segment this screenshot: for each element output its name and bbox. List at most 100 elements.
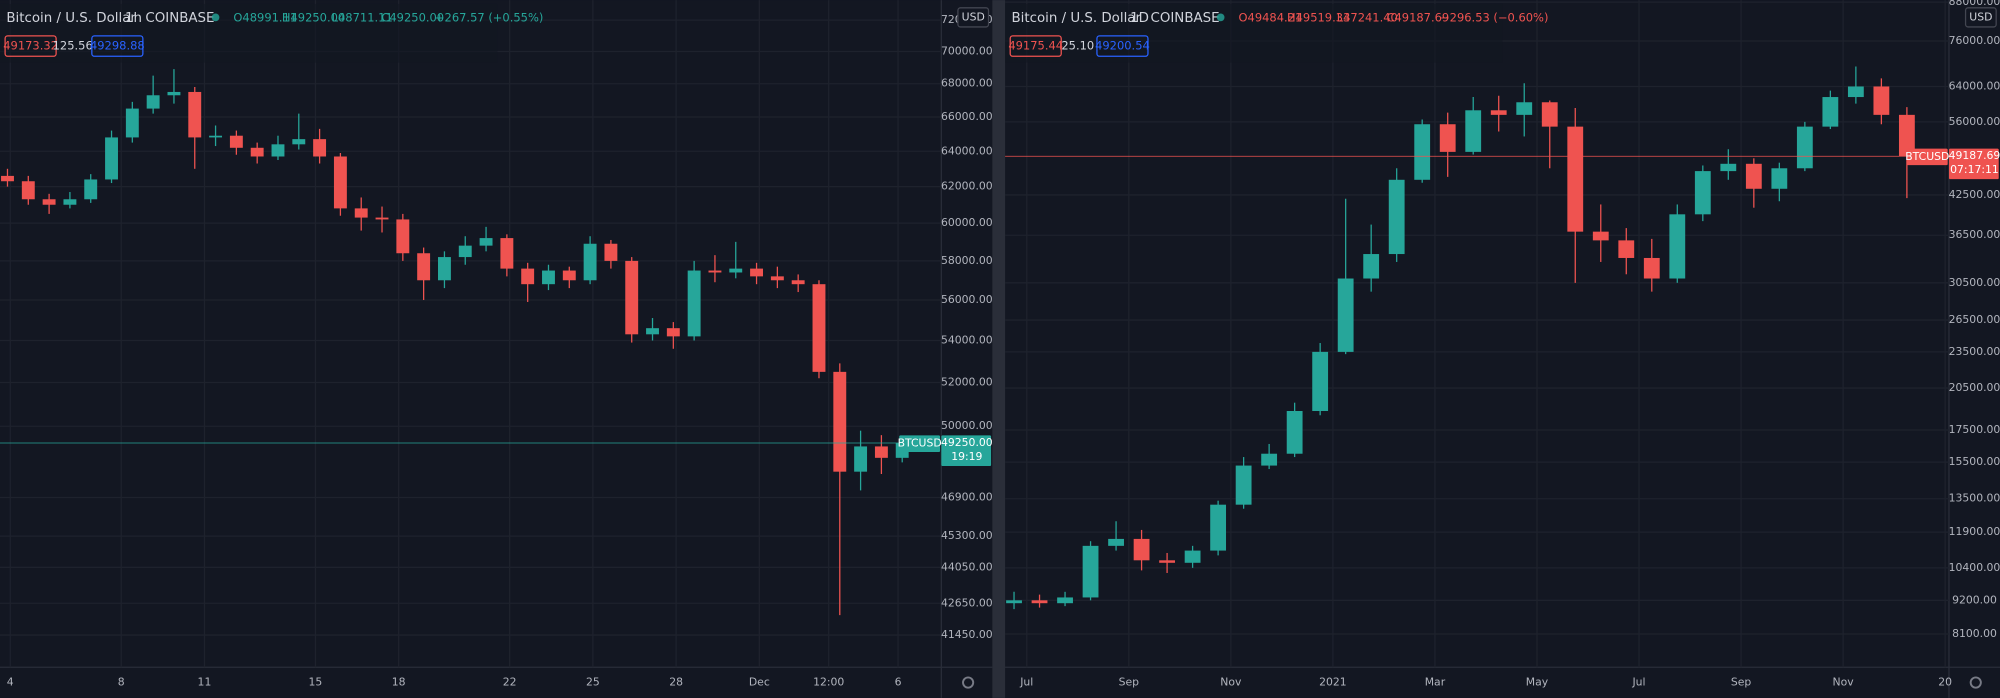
candle-body bbox=[1541, 102, 1558, 127]
ohlc-legend: L48711.11 bbox=[332, 11, 393, 25]
candle-body bbox=[188, 91, 202, 138]
ohlc-legend: O48991.11 bbox=[233, 11, 297, 25]
candle-body bbox=[1516, 102, 1533, 115]
y-tick-label: 66000.00 bbox=[941, 110, 993, 123]
y-tick-label: 9200.00 bbox=[1952, 593, 1997, 606]
candle-body bbox=[1388, 179, 1405, 255]
candle-body bbox=[562, 270, 576, 281]
status-dot bbox=[1216, 13, 1225, 22]
candle-body bbox=[1822, 97, 1839, 127]
x-tick-label: 4 bbox=[7, 676, 14, 689]
candle-body bbox=[1337, 278, 1354, 352]
exchange: COINBASE bbox=[1151, 11, 1220, 26]
candle-body bbox=[1, 175, 14, 182]
candle-body bbox=[1159, 560, 1175, 563]
candle-body bbox=[1669, 214, 1686, 279]
candle-body bbox=[1210, 504, 1227, 551]
candle-body bbox=[250, 147, 264, 157]
candle-body bbox=[666, 328, 680, 337]
candle-body bbox=[1618, 240, 1635, 258]
ohlc-legend: −296.53 (−0.60%) bbox=[1440, 11, 1548, 25]
candle-body bbox=[500, 238, 514, 269]
candles bbox=[1, 69, 909, 616]
y-tick-label: 20500.00 bbox=[1949, 381, 2000, 394]
x-tick-label: 11 bbox=[198, 676, 212, 689]
candle-body bbox=[1031, 600, 1048, 604]
y-tick-label: 42650.00 bbox=[941, 596, 993, 609]
candle-body bbox=[417, 253, 431, 281]
ohlc-legend: H49519.33 bbox=[1287, 11, 1350, 25]
y-tick-label: 58000.00 bbox=[941, 254, 993, 267]
candle-body bbox=[313, 139, 327, 157]
candle-body bbox=[583, 243, 597, 281]
candle-body bbox=[458, 245, 472, 258]
interval: 1D bbox=[1130, 11, 1149, 26]
candle-body bbox=[209, 135, 223, 138]
ohlc-legend: H49250.00 bbox=[282, 11, 345, 25]
ohlc-legend: O49484.21 bbox=[1239, 11, 1303, 25]
candle-body bbox=[1847, 86, 1864, 98]
candle-body bbox=[854, 446, 868, 472]
header-bg bbox=[0, 3, 498, 63]
candle-body bbox=[1567, 126, 1584, 232]
x-tick-label: 28 bbox=[669, 676, 683, 689]
currency-button[interactable] bbox=[1964, 7, 1997, 28]
y-tick-label: 60000.00 bbox=[941, 216, 993, 229]
quote-box[interactable] bbox=[1009, 35, 1062, 57]
candle-body bbox=[105, 137, 118, 180]
candles bbox=[1006, 66, 1915, 610]
candle-body bbox=[770, 276, 784, 281]
candle-body bbox=[1592, 231, 1609, 241]
x-tick-label: 20 bbox=[1938, 676, 1952, 689]
y-tick-label: 44050.00 bbox=[941, 560, 993, 573]
candle-body bbox=[167, 91, 181, 96]
candle-body bbox=[1363, 254, 1380, 279]
y-tick-label: 17500.00 bbox=[1949, 423, 2000, 436]
candle-body bbox=[63, 199, 77, 205]
quote-box[interactable] bbox=[4, 35, 57, 57]
candle-body bbox=[1796, 126, 1813, 169]
x-tick-label: 15 bbox=[309, 676, 323, 689]
candle-body bbox=[791, 280, 805, 285]
chart-title: Bitcoin / U.S. Dollar bbox=[6, 11, 136, 26]
candle-body bbox=[812, 284, 826, 372]
y-tick-label: 23500.00 bbox=[1949, 345, 2000, 358]
y-tick-label: 15500.00 bbox=[1949, 455, 2000, 468]
x-tick-label: Jul bbox=[1019, 676, 1033, 689]
candle-body bbox=[271, 144, 285, 157]
y-tick-label: 76000.00 bbox=[1949, 34, 2000, 47]
candle-body bbox=[1133, 538, 1150, 561]
currency-label: USD bbox=[1969, 10, 1992, 23]
ohlc-legend: C49250.00 bbox=[381, 11, 444, 25]
candle-body bbox=[1439, 124, 1456, 152]
pane-separator bbox=[992, 0, 1006, 698]
currency-label: USD bbox=[962, 10, 985, 23]
x-tick-label: 12:00 bbox=[813, 676, 844, 689]
quote-box[interactable] bbox=[1096, 35, 1149, 57]
y-tick-label: 64000.00 bbox=[941, 144, 993, 157]
y-tick-label: 30500.00 bbox=[1949, 276, 2000, 289]
exchange: COINBASE bbox=[145, 11, 214, 26]
quote-box[interactable] bbox=[91, 35, 144, 57]
currency-button[interactable] bbox=[957, 7, 990, 28]
interval: 1h bbox=[125, 11, 142, 26]
x-tick-label: 25 bbox=[586, 676, 600, 689]
y-tick-label: 68000.00 bbox=[941, 77, 993, 90]
y-tick-label: 46900.00 bbox=[941, 490, 993, 503]
candle-body bbox=[1745, 163, 1762, 189]
symbol-box bbox=[899, 435, 941, 452]
countdown: 19:19 bbox=[951, 450, 982, 463]
candle-body bbox=[1057, 597, 1073, 604]
countdown: 07:17:11 bbox=[1950, 163, 1999, 176]
candle-body bbox=[1694, 171, 1711, 215]
settings-icon[interactable] bbox=[962, 676, 1982, 689]
symbol-label: BTCUSD bbox=[1905, 150, 1949, 163]
quote-label: 49175.44 bbox=[1008, 39, 1063, 53]
quote-label: 49200.54 bbox=[1095, 39, 1150, 53]
y-tick-label: 70000.00 bbox=[941, 44, 993, 57]
x-tick-label: 2021 bbox=[1319, 676, 1347, 689]
y-tick-label: 36500.00 bbox=[1949, 228, 2000, 241]
candle-body bbox=[1490, 110, 1507, 115]
symbol-box bbox=[1906, 148, 1948, 166]
